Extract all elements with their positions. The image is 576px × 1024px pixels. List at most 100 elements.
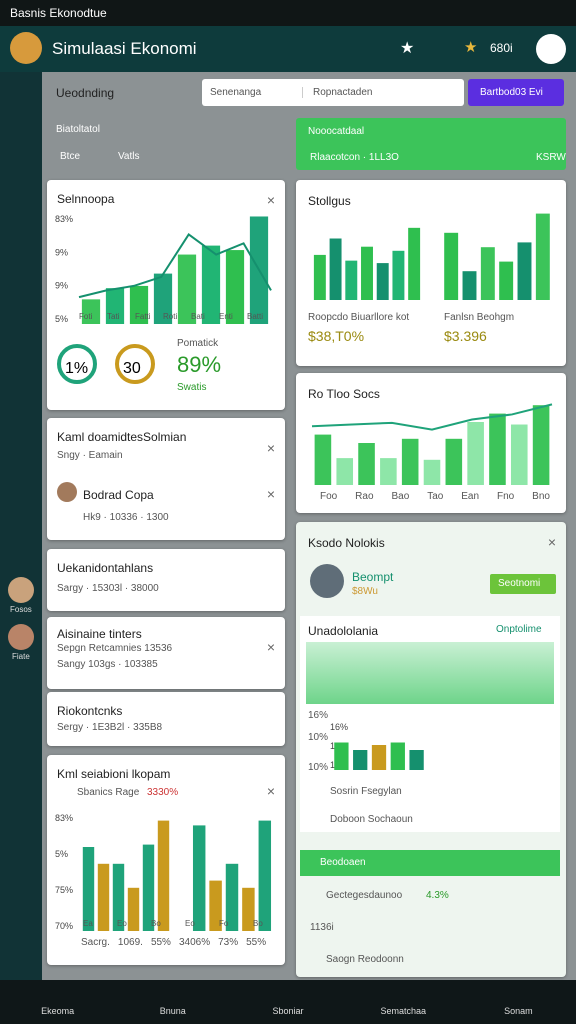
summary-title: Biatoltatol [56,124,100,135]
nav-item[interactable]: Bnuna [159,1006,186,1016]
search-input[interactable]: Ropnactaden [302,87,373,98]
bottom-nav: Ekeoma Bnuna Sboniar Sematchaa Sonam [0,980,576,1024]
bar [192,825,206,931]
header: Simulaasi Ekonomi ★ ★ 680i [0,26,576,72]
nav-item[interactable]: Sonam [504,1006,533,1016]
bar [401,438,419,485]
card-line: Sbanics Rage [77,787,140,798]
search-box[interactable]: Senenanga Ropnactaden [202,79,464,106]
logo [10,32,42,64]
sidebar: Fosos Fiate [0,72,42,980]
bar [97,863,110,931]
nav-item[interactable]: Sematchaa [380,1006,426,1016]
close[interactable]: × [266,783,275,799]
button-label: Bartbod03 Evi [480,87,543,98]
x-tick-label: Tati [107,312,120,321]
action-button[interactable]: Seotnomi [490,574,556,594]
card: Ksodo Nolokis × Beompt $8Wu Seotnomi Unad… [296,522,566,977]
bar [336,458,354,485]
card-title: Kml seiabioni lkopam [57,767,171,781]
bar [105,288,125,324]
card-title: Ksodo Nolokis [308,536,385,550]
bar [225,863,239,931]
bar [535,213,550,300]
x-tick-label: Bati [191,312,205,321]
bar [380,458,397,485]
caption: Fanlsn Beohgm [444,312,515,323]
close[interactable]: × [266,440,275,456]
person-line: Hk9 · 10336 · 1300 [83,512,169,523]
bar [258,820,272,931]
card-title: Riokontcnks [57,704,123,718]
footer-bar: Beodoaen [300,850,560,876]
gauge-value: 30 [123,360,141,377]
bar [334,742,349,770]
row: Doboon Sochaoun [330,814,413,825]
chart [311,403,553,485]
label: 1069. [117,937,143,948]
label: Bao [391,491,410,502]
bar [129,285,149,324]
toolbar-label[interactable]: Ueodnding [56,86,115,100]
bar [112,863,125,931]
close[interactable]: × [266,486,275,502]
x-tick-label: Foti [79,312,93,321]
bar [329,238,342,300]
footer-title: Beodoaen [320,857,366,868]
area-image [306,642,554,704]
help-button[interactable] [536,34,566,64]
chart: 16%10%10% [330,722,424,770]
bar [371,745,387,770]
bar [345,260,358,300]
footer-line: Gectegesdaunoo [326,890,403,901]
y-label: 10% [308,762,329,773]
person-name: Beompt [352,570,394,584]
card: Riokontcnks Sergy · 1E3B2l · 335B8 [47,692,285,746]
card: Uekanidontahlans Sargy · 15303l · 38000 [47,549,285,611]
app-title[interactable]: Simulaasi Ekonomi [52,39,197,58]
avatar [310,564,344,598]
banner-title[interactable]: Nooocatdaal [308,126,365,137]
bar [390,742,405,770]
trend-line [311,403,553,431]
bar [408,227,421,300]
close[interactable]: × [266,639,275,655]
avatar[interactable] [8,624,34,650]
label: Fno [497,491,515,502]
x-tick-label: Enti [219,312,233,321]
card-title: Ro Tloo Socs [308,387,380,401]
banner: Nooocatdaal Rlaacotcon · 1LL3O KSRW [296,118,566,170]
footer-line: Saogn Reodoonn [326,954,404,965]
summary-item: Vatls [118,151,140,162]
bar [423,459,441,485]
card-line: Sergy · 1E3B2l · 335B8 [57,722,163,733]
person-value: $8Wu [352,586,378,597]
card-title: Aisinaine tinters [57,627,142,641]
toolbar-button[interactable]: Bartbod03 Evi [468,79,564,106]
gauges [57,344,155,384]
card-line: Sngy · Eamain [57,450,123,461]
card-line: Sargy · 15303l · 38000 [57,583,159,594]
nav-item[interactable]: Ekeoma [41,1006,75,1016]
row: Sosrin Fsegylan [330,786,402,797]
card-title: Selnnoopa [57,192,115,206]
bar [157,820,170,931]
card-title: Stollgus [308,194,351,208]
close[interactable]: × [547,534,556,550]
x-tick-label: Eo [185,919,195,928]
bar [467,422,484,485]
person-name: Bodrad Copa [83,488,154,502]
avatar[interactable] [8,577,34,603]
y-tick-label: 75% [55,885,73,895]
y-tick-label: 83% [55,214,73,224]
x-tick-label: Fo [219,919,229,928]
avatar-name: Fiate [12,652,30,661]
label: Ean [461,491,480,502]
close[interactable]: × [266,192,275,208]
icon-star[interactable]: ★ [400,40,415,57]
coins: 680i [490,41,513,55]
nav-item[interactable]: Sboniar [272,1006,304,1016]
chart [313,227,421,300]
card-line: Sangy 103gs · 103385 [57,659,158,670]
panel-link[interactable]: Onptolime [496,624,542,635]
